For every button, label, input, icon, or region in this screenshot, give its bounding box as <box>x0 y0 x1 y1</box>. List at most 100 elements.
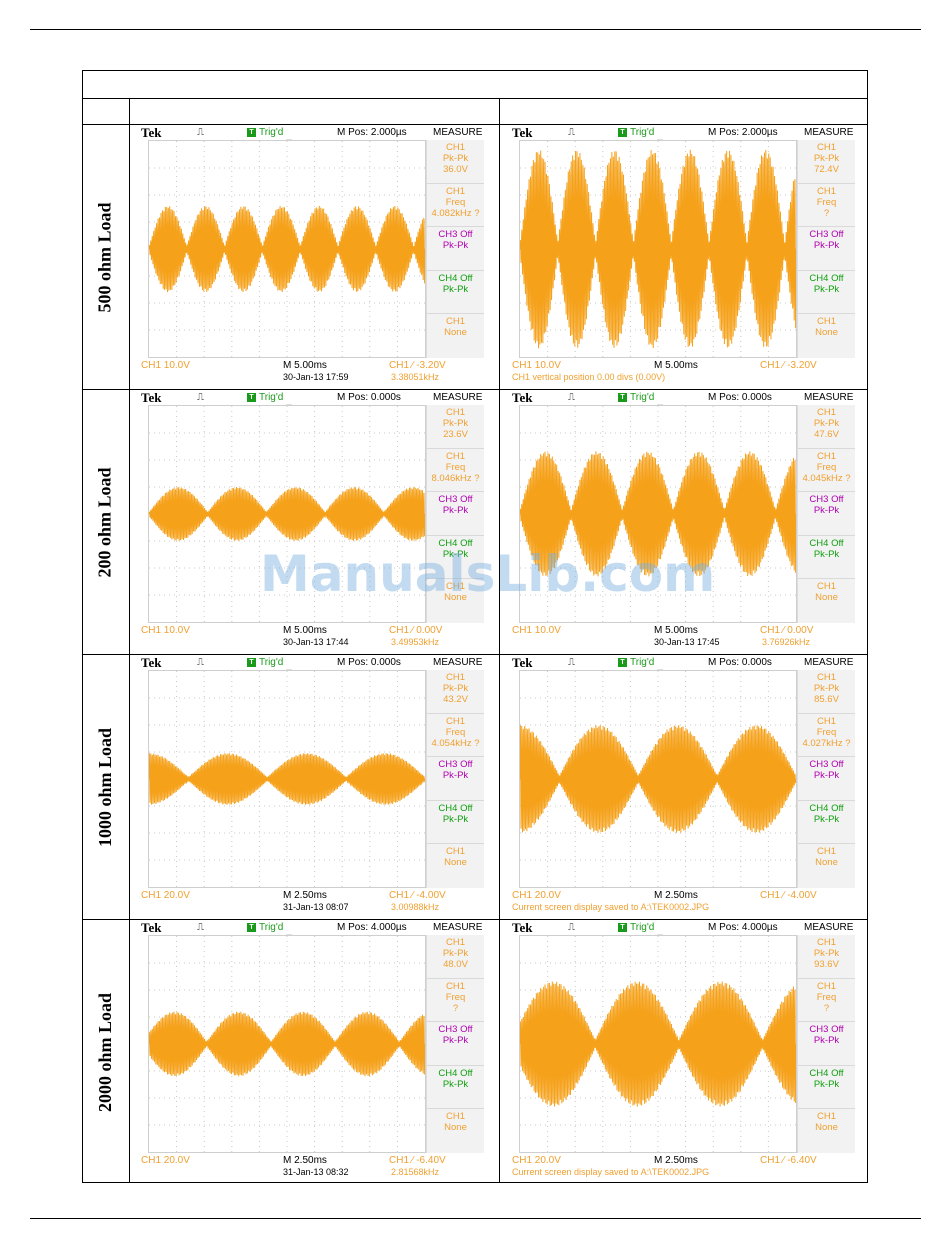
trigger-level: CH1 ∕ -4.00V <box>389 890 446 901</box>
bottom-rule <box>30 1218 921 1219</box>
row-label: 500 ohm Load <box>82 125 129 389</box>
measure-line: Pk-Pk <box>442 505 469 517</box>
channel-scale: CH1 20.0V <box>512 890 561 901</box>
measure-line: Pk-Pk <box>813 153 840 164</box>
timebase: M 5.00ms <box>283 625 327 636</box>
measure-line: CH1 <box>445 450 465 462</box>
measure-menu: CH1 Pk-Pk 36.0V CH1 Freq 4.082kHz ? CH3 Off Pk-… <box>426 140 484 358</box>
measure-slot: CH1 None <box>798 1109 855 1153</box>
scope-header: Tek ⎍ T Trig'd M Pos: 4.000µs MEASURE <box>135 920 490 935</box>
graticule: 1▸ <box>148 935 426 1153</box>
ch1-trace <box>149 753 425 805</box>
measure-line: CH4 Off <box>438 802 473 814</box>
measure-slot: CH1 Freq 4.027kHz ? <box>798 714 855 758</box>
horizontal-position: M Pos: 0.000s <box>708 657 772 668</box>
measure-slot: CH1 None <box>427 1109 484 1153</box>
measure-slot: CH1 Freq? <box>798 184 855 228</box>
scope-header: Tek ⎍ T Trig'd M Pos: 2.000µs MEASURE <box>506 125 861 140</box>
measure-line: CH1 <box>445 1111 465 1123</box>
measure-slot: CH4 Off Pk-Pk <box>798 271 855 315</box>
measure-slot: CH4 Off Pk-Pk <box>427 801 484 845</box>
trigger-icon: T <box>247 127 256 137</box>
row-label: 2000 ohm Load <box>82 920 129 1184</box>
table-line <box>82 389 868 390</box>
measure-slot: CH3 Off Pk-Pk <box>427 1022 484 1066</box>
trigger-status: T Trig'd <box>247 127 283 138</box>
measure-line: 47.6V <box>814 429 839 440</box>
trigger-frequency: 2.81568kHz <box>391 1167 440 1177</box>
measure-line: Pk-Pk <box>813 505 840 517</box>
trigger-icon: T <box>618 392 627 402</box>
measure-line: 36.0V <box>443 164 468 175</box>
measure-line: CH4 Off <box>809 1067 844 1079</box>
scope-footer: CH1 10.0V M 5.00ms CH1 ∕ -3.20V <box>506 360 861 372</box>
ch1-ground-marker: 1▸ <box>150 1040 159 1049</box>
trigger-text: Trig'd <box>630 392 655 403</box>
measure-slot: CH1 Pk-Pk 48.0V <box>427 935 484 979</box>
ch1-trace <box>520 451 796 577</box>
trigger-icon: T <box>618 657 627 667</box>
pulse-icon: ⎍ <box>197 392 204 403</box>
measure-line: Freq <box>445 991 466 1003</box>
measure-line: Pk-Pk <box>442 418 469 429</box>
scope-footer: CH1 20.0V M 2.50ms CH1 ∕ -4.00V <box>135 890 490 902</box>
measure-line: CH1 <box>816 980 836 992</box>
waveform-plot: 1▸ <box>520 671 796 887</box>
measure-slot: CH1 Freq? <box>798 979 855 1023</box>
measure-line: CH1 <box>445 937 465 948</box>
timebase: M 2.50ms <box>283 890 327 901</box>
measure-line: Pk-Pk <box>442 548 469 560</box>
menu-title: MEASURE <box>433 392 483 403</box>
scope-footer: CH1 20.0V M 2.50ms CH1 ∕ -6.40V <box>506 1155 861 1167</box>
row-label-text: 500 ohm Load <box>95 201 115 313</box>
measure-line: Pk-Pk <box>813 770 840 782</box>
brand-logo: Tek <box>512 920 533 935</box>
scope-header: Tek ⎍ T Trig'd M Pos: 0.000s MEASURE <box>135 655 490 670</box>
measure-line: Freq <box>445 196 466 208</box>
scope-footer-secondary: CH1 vertical position 0.00 divs (0.00V) <box>506 372 861 384</box>
measure-line: CH1 <box>445 142 465 153</box>
timebase: M 5.00ms <box>283 360 327 371</box>
measure-line: 23.6V <box>443 429 468 440</box>
waveform-plot: 1▸ <box>149 406 425 622</box>
ch1-trace <box>520 981 796 1107</box>
scope-header: Tek ⎍ T Trig'd M Pos: 0.000s MEASURE <box>506 390 861 405</box>
measure-line: CH4 Off <box>809 537 844 549</box>
measure-line: CH3 Off <box>809 494 844 506</box>
measure-line: Pk-Pk <box>813 240 840 252</box>
scope-footer-secondary: Current screen display saved to A:\TEK00… <box>506 902 861 914</box>
measure-slot: CH3 Off Pk-Pk <box>427 227 484 271</box>
measure-slot: CH1 Pk-Pk 23.6V <box>427 405 484 449</box>
measure-line: Pk-Pk <box>442 1035 469 1047</box>
measure-line: CH1 <box>445 672 465 683</box>
trigger-status: T Trig'd <box>247 657 283 668</box>
measure-slot: CH1 Freq? <box>427 979 484 1023</box>
measure-line: CH3 Off <box>809 1024 844 1036</box>
measure-slot: CH3 Off Pk-Pk <box>427 492 484 536</box>
trigger-level: CH1 ∕ -3.20V <box>389 360 446 371</box>
ch1-trace <box>149 1011 425 1077</box>
horizontal-position: M Pos: 0.000s <box>337 392 401 403</box>
measure-slot: CH3 Off Pk-Pk <box>798 492 855 536</box>
measure-slot: CH1 Pk-Pk 72.4V <box>798 140 855 184</box>
scope-footer: CH1 10.0V M 5.00ms CH1 ∕ -3.20V <box>135 360 490 372</box>
measure-line: CH1 <box>816 142 836 153</box>
scope-footer-secondary: 31-Jan-13 08:07 3.00988kHz <box>135 902 490 914</box>
measure-line: None <box>815 857 838 869</box>
measure-line: CH3 Off <box>438 494 473 506</box>
brand-logo: Tek <box>141 390 162 405</box>
graticule: 1▸ <box>148 405 426 623</box>
measure-line: CH4 Off <box>438 537 473 549</box>
trigger-status: T Trig'd <box>247 922 283 933</box>
graticule: 1▸ <box>519 935 797 1153</box>
measure-line: Freq <box>816 196 837 208</box>
datetime: 30-Jan-13 17:45 <box>654 637 720 647</box>
measure-slot: CH1 Pk-Pk 43.2V <box>427 670 484 714</box>
measure-menu: CH1 Pk-Pk 48.0V CH1 Freq? CH3 Off Pk-Pk CH4 Off… <box>426 935 484 1153</box>
brand-logo: Tek <box>512 390 533 405</box>
measure-menu: CH1 Pk-Pk 72.4V CH1 Freq? CH3 Off Pk-Pk CH4 Off… <box>797 140 855 358</box>
